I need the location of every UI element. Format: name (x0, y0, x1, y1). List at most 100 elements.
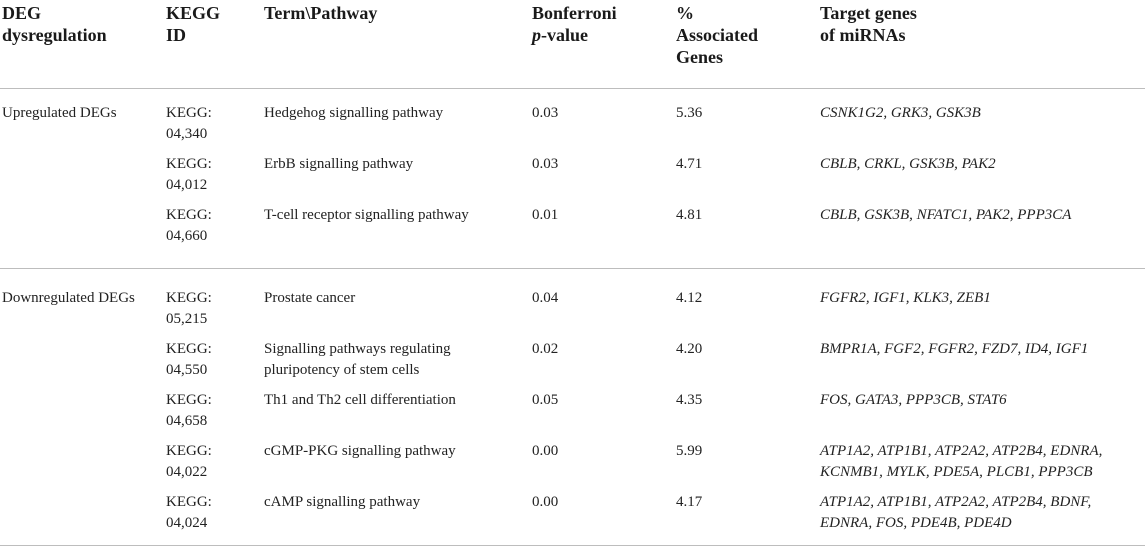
kegg-number: 04,658 (166, 413, 208, 429)
kegg-prefix: KEGG: (166, 341, 212, 357)
term-text: T-cell receptor signalling pathway (264, 207, 469, 223)
header-value-text: -value (541, 25, 588, 45)
kegg-number: 04,024 (166, 515, 208, 531)
percent-cell: 5.36 (676, 105, 703, 121)
header-deg-dysregulation: DEG dysregulation (2, 2, 162, 46)
genes-cell: FGFR2, IGF1, KLK3, ZEB1 (820, 288, 1145, 309)
p-value-cell: 0.00 (532, 443, 559, 459)
term-text: cAMP signalling pathway (264, 494, 421, 510)
genes-cell: ATP1A2, ATP1B1, ATP2A2, ATP2B4, EDNRA, KC… (820, 441, 1145, 483)
genes-cell: CBLB, CRKL, GSK3B, PAK2 (820, 154, 1145, 175)
kegg-prefix: KEGG: (166, 207, 212, 223)
header-text: Bonferroni (532, 3, 617, 23)
p-value-cell: 0.05 (532, 392, 559, 408)
percent-cell: 4.71 (676, 156, 703, 172)
genes-cell: CSNK1G2, GRK3, GSK3B (820, 103, 1145, 124)
p-value-cell: 0.04 (532, 290, 559, 306)
header-text: ID (166, 25, 187, 45)
p-value-cell: 0.03 (532, 105, 559, 121)
bottom-rule (0, 545, 1145, 546)
kegg-number: 04,022 (166, 464, 208, 480)
genes-text: KCNMB1, MYLK, PDE5A, PLCB1, PPP3CB (820, 464, 1093, 480)
term-cell: T-cell receptor signalling pathway (264, 205, 519, 226)
genes-text: CSNK1G2, GRK3, GSK3B (820, 105, 981, 121)
percent-cell: 4.35 (676, 392, 703, 408)
header-p-italic: p (532, 25, 541, 45)
term-text: pluripotency of stem cells (264, 362, 420, 378)
header-term-pathway: Term\Pathway (264, 2, 519, 24)
genes-cell: FOS, GATA3, PPP3CB, STAT6 (820, 390, 1145, 411)
header-text: Associated (676, 25, 758, 45)
genes-text: FGFR2, IGF1, KLK3, ZEB1 (820, 290, 991, 306)
kegg-id-cell: KEGG: 04,022 (166, 441, 246, 483)
header-kegg-id: KEGG ID (166, 2, 246, 46)
header-associated-genes: % Associated Genes (676, 2, 786, 68)
genes-text: ATP1A2, ATP1B1, ATP2A2, ATP2B4, EDNRA, (820, 443, 1103, 459)
kegg-number: 04,660 (166, 228, 208, 244)
header-rule (0, 88, 1145, 89)
header-text: of miRNAs (820, 25, 906, 45)
header-text: Target genes (820, 3, 917, 23)
genes-text: BMPR1A, FGF2, FGFR2, FZD7, ID4, IGF1 (820, 341, 1089, 357)
kegg-prefix: KEGG: (166, 443, 212, 459)
genes-cell: BMPR1A, FGF2, FGFR2, FZD7, ID4, IGF1 (820, 339, 1145, 360)
term-text: ErbB signalling pathway (264, 156, 414, 172)
kegg-id-cell: KEGG: 05,215 (166, 288, 246, 330)
p-value-cell: 0.01 (532, 207, 559, 223)
kegg-id-cell: KEGG: 04,340 (166, 103, 246, 145)
genes-cell: ATP1A2, ATP1B1, ATP2A2, ATP2B4, BDNF, EDN… (820, 492, 1145, 534)
term-cell: Hedgehog signalling pathway (264, 103, 519, 124)
header-text: p-value (532, 24, 662, 46)
genes-text: EDNRA, FOS, PDE4B, PDE4D (820, 515, 1012, 531)
p-value-cell: 0.00 (532, 494, 559, 510)
percent-cell: 4.81 (676, 207, 703, 223)
genes-text: CBLB, GSK3B, NFATC1, PAK2, PPP3CA (820, 207, 1072, 223)
percent-cell: 4.20 (676, 341, 703, 357)
genes-cell: CBLB, GSK3B, NFATC1, PAK2, PPP3CA (820, 205, 1145, 226)
term-text: Prostate cancer (264, 290, 356, 306)
header-text: dysregulation (2, 25, 107, 45)
genes-text: ATP1A2, ATP1B1, ATP2A2, ATP2B4, BDNF, (820, 494, 1092, 510)
term-text: Signalling pathways regulating (264, 341, 451, 357)
term-text: cGMP-PKG signalling pathway (264, 443, 456, 459)
table-header: DEG dysregulation KEGG ID Term\Pathway B… (0, 0, 1145, 88)
kegg-id-cell: KEGG: 04,012 (166, 154, 246, 196)
percent-cell: 4.12 (676, 290, 703, 306)
header-text: Term\Pathway (264, 3, 378, 23)
term-text: Th1 and Th2 cell differentiation (264, 392, 456, 408)
group-label-downregulated: Downregulated DEGs (2, 290, 135, 306)
genes-text: CBLB, CRKL, GSK3B, PAK2 (820, 156, 996, 172)
group-label-upregulated: Upregulated DEGs (2, 105, 117, 121)
term-cell: Prostate cancer (264, 288, 519, 309)
kegg-number: 05,215 (166, 311, 208, 327)
term-text: Hedgehog signalling pathway (264, 105, 444, 121)
percent-cell: 4.17 (676, 494, 703, 510)
kegg-id-cell: KEGG: 04,660 (166, 205, 246, 247)
term-cell: Th1 and Th2 cell differentiation (264, 390, 519, 411)
header-text: % (676, 3, 694, 23)
term-cell: ErbB signalling pathway (264, 154, 519, 175)
kegg-prefix: KEGG: (166, 156, 212, 172)
header-text: DEG (2, 3, 42, 23)
kegg-prefix: KEGG: (166, 105, 212, 121)
header-target-genes: Target genes of miRNAs (820, 2, 1145, 46)
header-text: Genes (676, 47, 723, 67)
term-cell: cGMP-PKG signalling pathway (264, 441, 519, 462)
term-cell: Signalling pathways regulating pluripoten… (264, 339, 519, 381)
kegg-id-cell: KEGG: 04,658 (166, 390, 246, 432)
kegg-prefix: KEGG: (166, 290, 212, 306)
kegg-number: 04,012 (166, 177, 208, 193)
kegg-id-cell: KEGG: 04,550 (166, 339, 246, 381)
kegg-number: 04,550 (166, 362, 208, 378)
header-text: KEGG (166, 3, 221, 23)
genes-text: FOS, GATA3, PPP3CB, STAT6 (820, 392, 1007, 408)
percent-cell: 5.99 (676, 443, 703, 459)
kegg-number: 04,340 (166, 126, 208, 142)
kegg-prefix: KEGG: (166, 392, 212, 408)
kegg-prefix: KEGG: (166, 494, 212, 510)
header-bonferroni: Bonferroni p-value (532, 2, 662, 46)
kegg-id-cell: KEGG: 04,024 (166, 492, 246, 534)
group-rule (0, 268, 1145, 269)
p-value-cell: 0.03 (532, 156, 559, 172)
p-value-cell: 0.02 (532, 341, 559, 357)
